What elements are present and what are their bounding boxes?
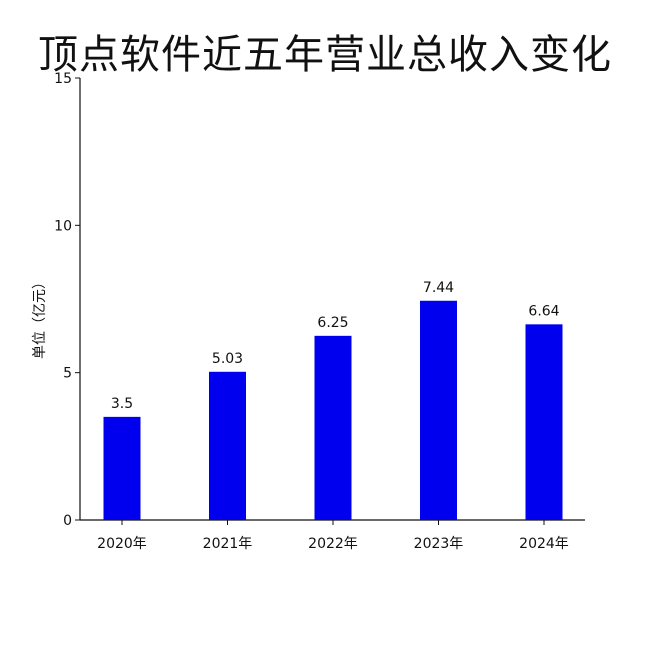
bars xyxy=(103,300,563,520)
bar-value-label: 5.03 xyxy=(212,351,243,367)
bar xyxy=(103,416,141,520)
bar-value-label: 7.44 xyxy=(423,280,454,296)
bar-value-label: 3.5 xyxy=(111,396,133,412)
bar-value-label: 6.64 xyxy=(528,303,559,319)
x-tick-label: 2023年 xyxy=(414,536,464,552)
x-tick-label: 2022年 xyxy=(308,536,358,552)
bar-value-label: 6.25 xyxy=(317,315,348,331)
y-tick-label: 5 xyxy=(63,366,72,382)
x-ticks: 2020年 2021年 2022年 2023年 2024年 xyxy=(97,520,569,552)
y-tick-label: 10 xyxy=(54,218,72,234)
x-tick-label: 2024年 xyxy=(519,536,569,552)
bar xyxy=(525,324,563,520)
x-tick-label: 2020年 xyxy=(97,536,147,552)
bar xyxy=(209,371,246,520)
x-tick-label: 2021年 xyxy=(203,536,253,552)
data-labels: 3.5 5.03 6.25 7.44 6.64 xyxy=(111,280,560,412)
y-ticks: 0 5 10 15 xyxy=(54,71,80,529)
y-tick-label: 15 xyxy=(54,71,72,87)
bar xyxy=(420,300,457,520)
bar xyxy=(314,335,352,520)
y-axis-label: 单位（亿元） xyxy=(32,275,48,359)
y-tick-label: 0 xyxy=(63,513,72,529)
chart-title: 顶点软件近五年营业总收入变化 xyxy=(38,32,612,78)
